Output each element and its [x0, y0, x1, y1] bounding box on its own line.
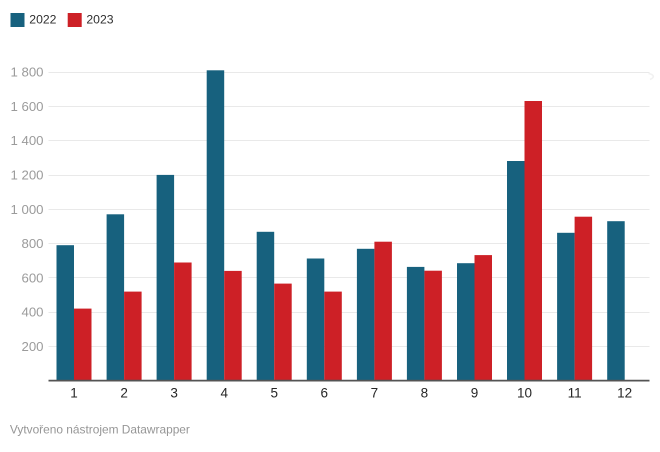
- svg-text:4: 4: [220, 386, 228, 401]
- svg-text:1 800: 1 800: [10, 65, 43, 80]
- svg-text:7: 7: [371, 386, 379, 401]
- svg-text:Vytvořeno nástrojem Datawrappe: Vytvořeno nástrojem Datawrapper: [10, 423, 190, 437]
- svg-text:1 200: 1 200: [10, 168, 43, 183]
- svg-text:10: 10: [517, 386, 532, 401]
- svg-text:5: 5: [270, 386, 278, 401]
- svg-text:200: 200: [21, 339, 43, 354]
- svg-text:600: 600: [21, 270, 43, 285]
- svg-text:9: 9: [471, 386, 479, 401]
- svg-text:2023: 2023: [86, 12, 113, 26]
- svg-text:8: 8: [421, 386, 429, 401]
- svg-text:2022: 2022: [29, 12, 56, 26]
- svg-text:2: 2: [120, 386, 128, 401]
- svg-text:3: 3: [170, 386, 178, 401]
- svg-text:12: 12: [617, 386, 632, 401]
- svg-text:11: 11: [568, 386, 582, 401]
- svg-text:1 400: 1 400: [10, 133, 43, 148]
- svg-text:1 600: 1 600: [10, 99, 43, 114]
- svg-text:1: 1: [70, 386, 78, 401]
- svg-text:400: 400: [21, 305, 43, 320]
- svg-text:6: 6: [321, 386, 329, 401]
- svg-text:1 000: 1 000: [10, 202, 43, 217]
- svg-text:800: 800: [21, 236, 43, 251]
